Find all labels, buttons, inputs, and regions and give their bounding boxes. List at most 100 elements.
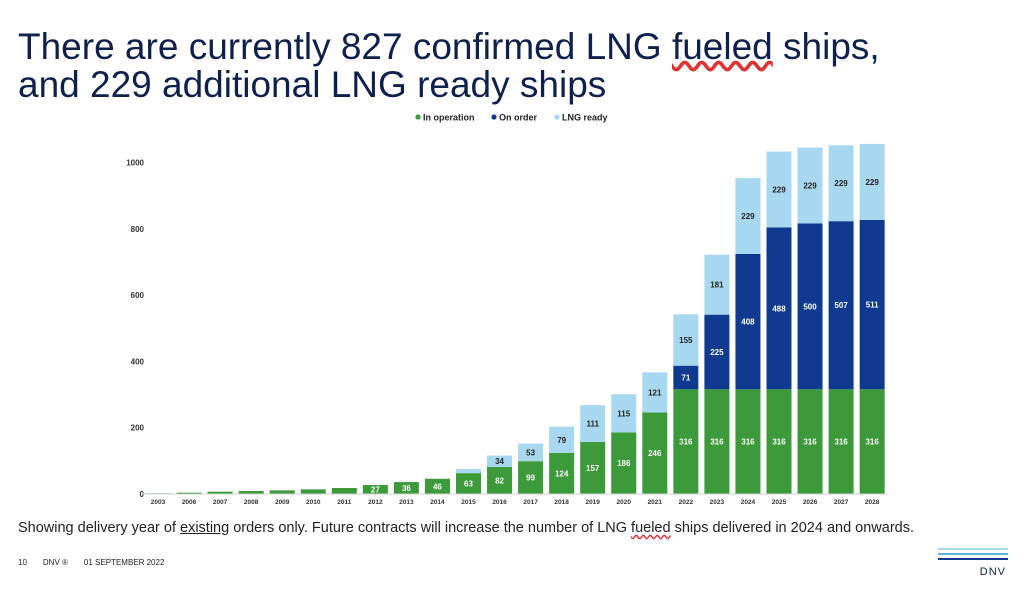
data-label: 225 [710,348,724,357]
bar-segment-lng-ready [549,426,575,453]
x-tick-label: 2017 [523,499,538,506]
footnote-text-mid: orders only. Future contracts will incre… [229,520,632,536]
x-tick-label: 2020 [617,499,632,506]
brand-mark: DNV ® [42,558,68,567]
title-text: There are currently 827 confirmed LNG [18,26,672,67]
data-label: 316 [710,438,724,447]
bar-segment-lng-ready [673,314,699,366]
data-label: 124 [555,469,569,478]
y-tick-label: 400 [131,357,145,366]
bar-segment-in-operation [331,488,357,494]
data-label: 115 [617,409,630,418]
data-label: 408 [741,318,755,327]
bar-segment-in-operation [456,473,481,494]
bar-segment-on-order [735,253,761,390]
y-tick-label: 1000 [126,159,144,168]
data-label: 27 [371,486,380,495]
bar-segment-in-operation [487,466,513,494]
bar-segment-in-operation [424,478,450,494]
bar-segment-in-operation [238,491,264,494]
data-label: 229 [834,179,848,188]
bar-segment-lng-ready [828,145,854,222]
x-tick-label: 2022 [679,499,694,506]
bar-segment-in-operation [642,412,668,494]
bar-segment-lng-ready [518,443,544,462]
bar-segment-in-operation [735,389,761,494]
bar-segment-lng-ready [456,469,481,474]
bar-segment-in-operation [207,491,233,494]
data-label: 34 [495,457,504,466]
page-number: 10 [18,558,27,567]
data-label: 181 [710,281,724,290]
data-label: 316 [834,438,848,447]
title-text-fueled: fueled [671,26,773,67]
bar-segment-lng-ready [766,151,792,228]
x-tick-label: 2012 [368,499,383,506]
chart-legend: In operation On order LNG ready [415,113,608,123]
data-label: 36 [402,484,411,493]
data-label: 511 [866,301,879,310]
x-tick-label: 2009 [275,499,290,506]
data-label: 157 [586,464,600,473]
bar-segment-in-operation [673,389,699,494]
data-label: 500 [803,302,817,311]
bar-segment-lng-ready [797,147,823,224]
footnote-text-end: ships delivered in 2024 and onwards. [670,520,914,536]
x-tick-label: 2010 [306,499,321,506]
bar-segment-lng-ready [735,178,761,254]
x-tick-label: 2016 [492,499,507,506]
bar-segment-in-operation [269,490,295,494]
dnv-logo: DNV [938,548,1008,580]
x-tick-label: 2008 [244,499,259,506]
bar-segment-in-operation [549,452,575,494]
data-label: 316 [772,438,786,447]
data-label: 316 [803,438,817,447]
footnote: Showing delivery year of existing orders… [18,520,914,536]
footnote-text: Showing delivery year of [18,520,180,536]
slide-title: There are currently 827 confirmed LNG fu… [18,28,1018,104]
x-tick-label: 2028 [865,499,880,506]
data-label: 46 [433,482,442,491]
data-label: 229 [741,212,755,221]
x-tick-label: 2024 [741,499,756,506]
data-label: 316 [679,438,693,447]
bar-segment-in-operation [797,389,823,494]
logo-stripe [938,558,1008,560]
bar-segment-on-order [766,227,792,390]
x-tick-label: 2014 [430,499,445,506]
legend-marker [491,114,497,120]
data-label: 186 [617,459,631,468]
bar-segment-on-order [859,219,885,390]
x-tick-label: 2027 [834,499,849,506]
x-tick-label: 2003 [151,499,166,506]
bar-segment-lng-ready [642,372,668,413]
data-label: 229 [865,178,879,187]
stacked-bar-chart: In operation On order LNG ready 0 200 400 600… [126,113,888,506]
x-tick-label: 2018 [554,499,569,506]
y-tick-label: 800 [131,225,145,234]
bar-segment-on-order [704,314,730,390]
bars: 27 36 46 63 82 34 99 53 124 79 157 111 186 115 246 121 3… [145,143,885,495]
data-label: 229 [803,182,817,191]
logo-text: DNV [979,566,1006,578]
bar-segment-in-operation [518,461,544,494]
data-label: 507 [834,301,848,310]
data-label: 229 [772,186,786,195]
bar-segment-in-operation [300,489,326,494]
bar-segment-on-order [673,365,699,390]
bar-segment-in-operation [362,485,388,494]
title-text-end: ships, [772,26,880,67]
legend-marker [554,114,560,120]
x-tick-label: 2019 [585,499,600,506]
data-label: 79 [557,436,566,445]
x-tick-label: 2013 [399,499,414,506]
slide-footer: 10 DNV ® 01 SEPTEMBER 2022 [18,558,180,567]
x-tick-label: 2025 [772,499,787,506]
bar-segment-in-operation [611,432,637,494]
data-label: 71 [681,373,690,382]
legend-label: In operation [423,113,475,123]
data-label: 316 [741,438,755,447]
x-tick-label: 2006 [182,499,197,506]
x-tick-label: 2007 [213,499,228,506]
bar-segment-on-order [797,223,823,390]
